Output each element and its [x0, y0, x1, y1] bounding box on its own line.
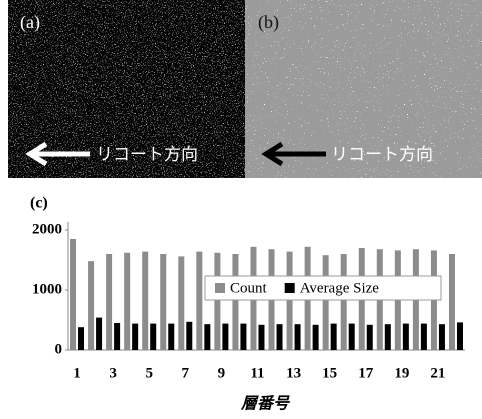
bar: [78, 327, 84, 350]
bar: [349, 324, 355, 350]
panel-a: (a) リコート方向: [8, 0, 245, 178]
bar: [240, 324, 246, 350]
bar: [341, 254, 347, 350]
x-tick-label: 13: [286, 365, 301, 381]
bar: [142, 252, 148, 350]
bar: [222, 324, 228, 350]
bar: [323, 255, 329, 350]
page: (a) リコート方向 (b) リコート方向 (c) 層番号 0 1000 2000 1…: [0, 0, 482, 419]
bar: [168, 324, 174, 350]
bar: [96, 318, 102, 350]
bar: [449, 254, 455, 350]
panel-label: (c): [30, 195, 48, 212]
x-tick-label: 1: [73, 365, 81, 381]
x-tick-label: 3: [109, 365, 117, 381]
x-tick-label: 7: [182, 365, 190, 381]
bar: [214, 253, 220, 350]
x-tick-label: 19: [394, 365, 409, 381]
bar: [403, 324, 409, 350]
x-tick-label: 21: [430, 365, 445, 381]
figure: (a) リコート方向 (b) リコート方向 (c) 層番号 0 1000 2000 1…: [0, 0, 482, 419]
bar: [258, 325, 264, 350]
bar: [204, 324, 210, 350]
bar: [124, 253, 130, 350]
bar: [295, 324, 301, 350]
bar: [114, 323, 120, 350]
x-tick-label: 11: [250, 365, 264, 381]
legend-swatch: [285, 283, 295, 293]
legend-label: Average Size: [300, 280, 380, 296]
bar: [186, 322, 192, 350]
direction-text: リコート方向: [96, 145, 198, 165]
bar: [331, 324, 337, 350]
x-tick-label: 9: [218, 365, 226, 381]
bar: [232, 254, 238, 350]
panel-label: (a): [20, 12, 40, 33]
bar: [178, 256, 184, 350]
y-tick-label: 0: [55, 341, 63, 357]
bar: [421, 324, 427, 350]
panel-b: (b) リコート方向: [245, 0, 482, 178]
bar: [160, 254, 166, 350]
legend-label: Count: [230, 280, 268, 296]
bar: [457, 322, 463, 350]
bar: [196, 252, 202, 350]
y-tick-label: 2000: [32, 221, 62, 237]
bar: [70, 239, 76, 350]
y-tick-label: 1000: [32, 281, 62, 297]
legend-swatch: [215, 283, 225, 293]
bar: [106, 254, 112, 350]
bar: [287, 252, 293, 350]
bar: [367, 325, 373, 350]
x-axis-label: 層番号: [240, 394, 291, 413]
x-tick-label: 17: [358, 365, 374, 381]
x-tick-label: 5: [145, 365, 153, 381]
bar: [385, 324, 391, 350]
bar: [277, 324, 283, 350]
panel-label: (b): [258, 12, 279, 33]
direction-text: リコート方向: [331, 145, 433, 165]
x-tick-label: 15: [322, 365, 337, 381]
bar: [313, 325, 319, 350]
bar: [150, 324, 156, 350]
bar: [88, 261, 94, 350]
bar: [439, 324, 445, 350]
bar: [132, 324, 138, 350]
